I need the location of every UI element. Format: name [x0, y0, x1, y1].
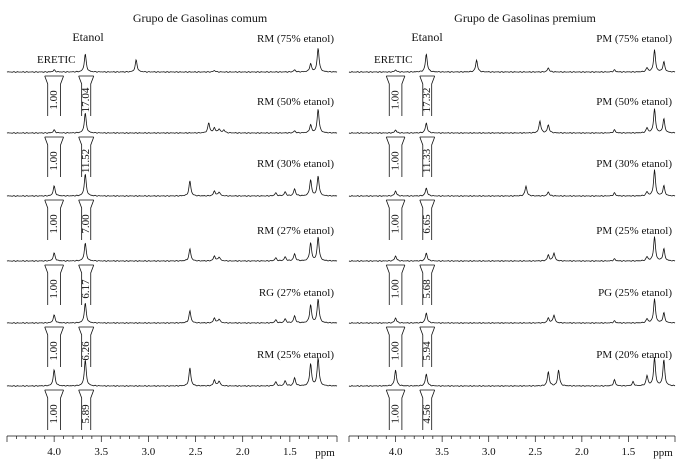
- spectrum-line: [6, 109, 338, 134]
- eretic-integral-bracket: [385, 75, 406, 116]
- eretic-integral-value: 1.00: [48, 279, 60, 299]
- spectrum-label: RM (75% etanol): [257, 33, 334, 45]
- eretic-integral-bracket: [385, 326, 406, 367]
- spectrum-label: PG (25% etanol): [598, 287, 672, 299]
- spectrum-line: [348, 49, 676, 73]
- spectrum-line: [6, 48, 338, 73]
- spectrum-label: RG (27% etanol): [259, 287, 334, 299]
- etanol-integral-value: 5.89: [80, 404, 92, 424]
- eretic-integral-bracket: [385, 264, 406, 305]
- eretic-integral-bracket: [44, 389, 64, 430]
- etanol-integral-bracket: [78, 389, 95, 430]
- eretic-integral-value: 1.00: [390, 341, 402, 361]
- spectrum-line: [348, 357, 676, 387]
- spectrum-label: RM (25% etanol): [257, 349, 334, 361]
- etanol-integral-bracket: [78, 264, 95, 305]
- spectrum-label: PM (25% etanol): [596, 225, 672, 237]
- x-tick-label: 3.0: [482, 446, 496, 458]
- etanol-integral-value: 7.00: [80, 214, 92, 234]
- etanol-integral-bracket: [419, 264, 436, 305]
- spectrum-line: [348, 169, 676, 197]
- etanol-integral-value: 17.32: [421, 88, 433, 113]
- eretic-annotation-left: ERETIC: [37, 54, 76, 66]
- eretic-integral-value: 1.00: [390, 214, 402, 234]
- eretic-integral-value: 1.00: [390, 151, 402, 171]
- etanol-annotation-left: Etanol: [72, 30, 104, 44]
- etanol-integral-value: 4.56: [421, 404, 433, 424]
- eretic-integral-value: 1.00: [48, 151, 60, 171]
- etanol-integral-value: 6.65: [421, 214, 433, 234]
- eretic-integral-value: 1.00: [48, 404, 60, 424]
- spectrum-label: RM (27% etanol): [257, 225, 334, 237]
- x-tick-label: 4.0: [47, 446, 61, 458]
- eretic-integral-value: 1.00: [390, 90, 402, 110]
- etanol-annotation-right: Etanol: [411, 30, 443, 44]
- eretic-integral-value: 1.00: [48, 341, 60, 361]
- eretic-integral-bracket: [385, 199, 406, 240]
- x-tick-label: 1.5: [622, 446, 636, 458]
- etanol-integral-bracket: [419, 199, 436, 240]
- etanol-integral-bracket: [78, 199, 95, 240]
- x-axis-label: ppm: [315, 447, 335, 459]
- spectrum-line: [348, 108, 676, 134]
- etanol-integral-value: 5.68: [421, 279, 433, 299]
- eretic-integral-bracket: [385, 389, 406, 430]
- x-tick-label: 3.0: [142, 446, 156, 458]
- eretic-integral-value: 1.00: [48, 214, 60, 234]
- etanol-integral-value: 17.04: [80, 87, 92, 112]
- etanol-integral-bracket: [78, 326, 95, 367]
- spectrum-label: PM (20% etanol): [596, 349, 672, 361]
- eretic-integral-bracket: [44, 326, 64, 367]
- spectrum-line: [348, 298, 676, 324]
- etanol-integral-value: 5.94: [421, 341, 433, 361]
- etanol-integral-bracket: [78, 136, 95, 177]
- etanol-integral-bracket: [78, 75, 95, 116]
- x-tick-label: 2.5: [528, 446, 542, 458]
- spectrum-label: PM (75% etanol): [596, 33, 672, 45]
- eretic-integral-value: 1.00: [390, 404, 402, 424]
- etanol-integral-value: 6.26: [80, 341, 92, 361]
- spectrum-label: PM (50% etanol): [596, 96, 672, 108]
- etanol-integral-value: 6.17: [80, 279, 92, 299]
- eretic-integral-bracket: [44, 136, 64, 177]
- etanol-integral-bracket: [419, 389, 436, 430]
- etanol-integral-value: 11.33: [421, 148, 433, 173]
- eretic-integral-bracket: [44, 264, 64, 305]
- eretic-integral-value: 1.00: [390, 279, 402, 299]
- eretic-integral-bracket: [44, 199, 64, 240]
- etanol-integral-bracket: [419, 75, 436, 116]
- spectrum-line: [6, 236, 338, 262]
- x-tick-label: 1.5: [283, 446, 297, 458]
- etanol-integral-bracket: [419, 326, 436, 367]
- x-tick-label: 3.5: [435, 446, 449, 458]
- x-tick-label: 2.0: [575, 446, 589, 458]
- x-tick-label: 2.0: [236, 446, 250, 458]
- spectrum-line: [348, 236, 676, 262]
- spectrum-line: [6, 298, 338, 324]
- spectrum-line: [6, 357, 338, 387]
- eretic-integral-value: 1.00: [48, 90, 60, 110]
- spectrum-line: [6, 173, 338, 197]
- x-tick-label: 2.5: [189, 446, 203, 458]
- panel-title-premium: Grupo de Gasolinas premium: [454, 11, 596, 25]
- spectrum-label: RM (50% etanol): [257, 96, 334, 108]
- panel-title-comum: Grupo de Gasolinas comum: [133, 11, 268, 25]
- spectrum-label: PM (30% etanol): [596, 158, 672, 170]
- x-axis-label: ppm: [653, 447, 673, 459]
- etanol-integral-bracket: [419, 136, 436, 177]
- x-tick-label: 4.0: [389, 446, 403, 458]
- eretic-integral-bracket: [44, 75, 64, 116]
- eretic-annotation-right: ERETIC: [374, 54, 413, 66]
- x-tick-label: 3.5: [94, 446, 108, 458]
- etanol-integral-value: 11.52: [80, 149, 92, 173]
- spectrum-label: RM (30% etanol): [257, 158, 334, 170]
- eretic-integral-bracket: [385, 136, 406, 177]
